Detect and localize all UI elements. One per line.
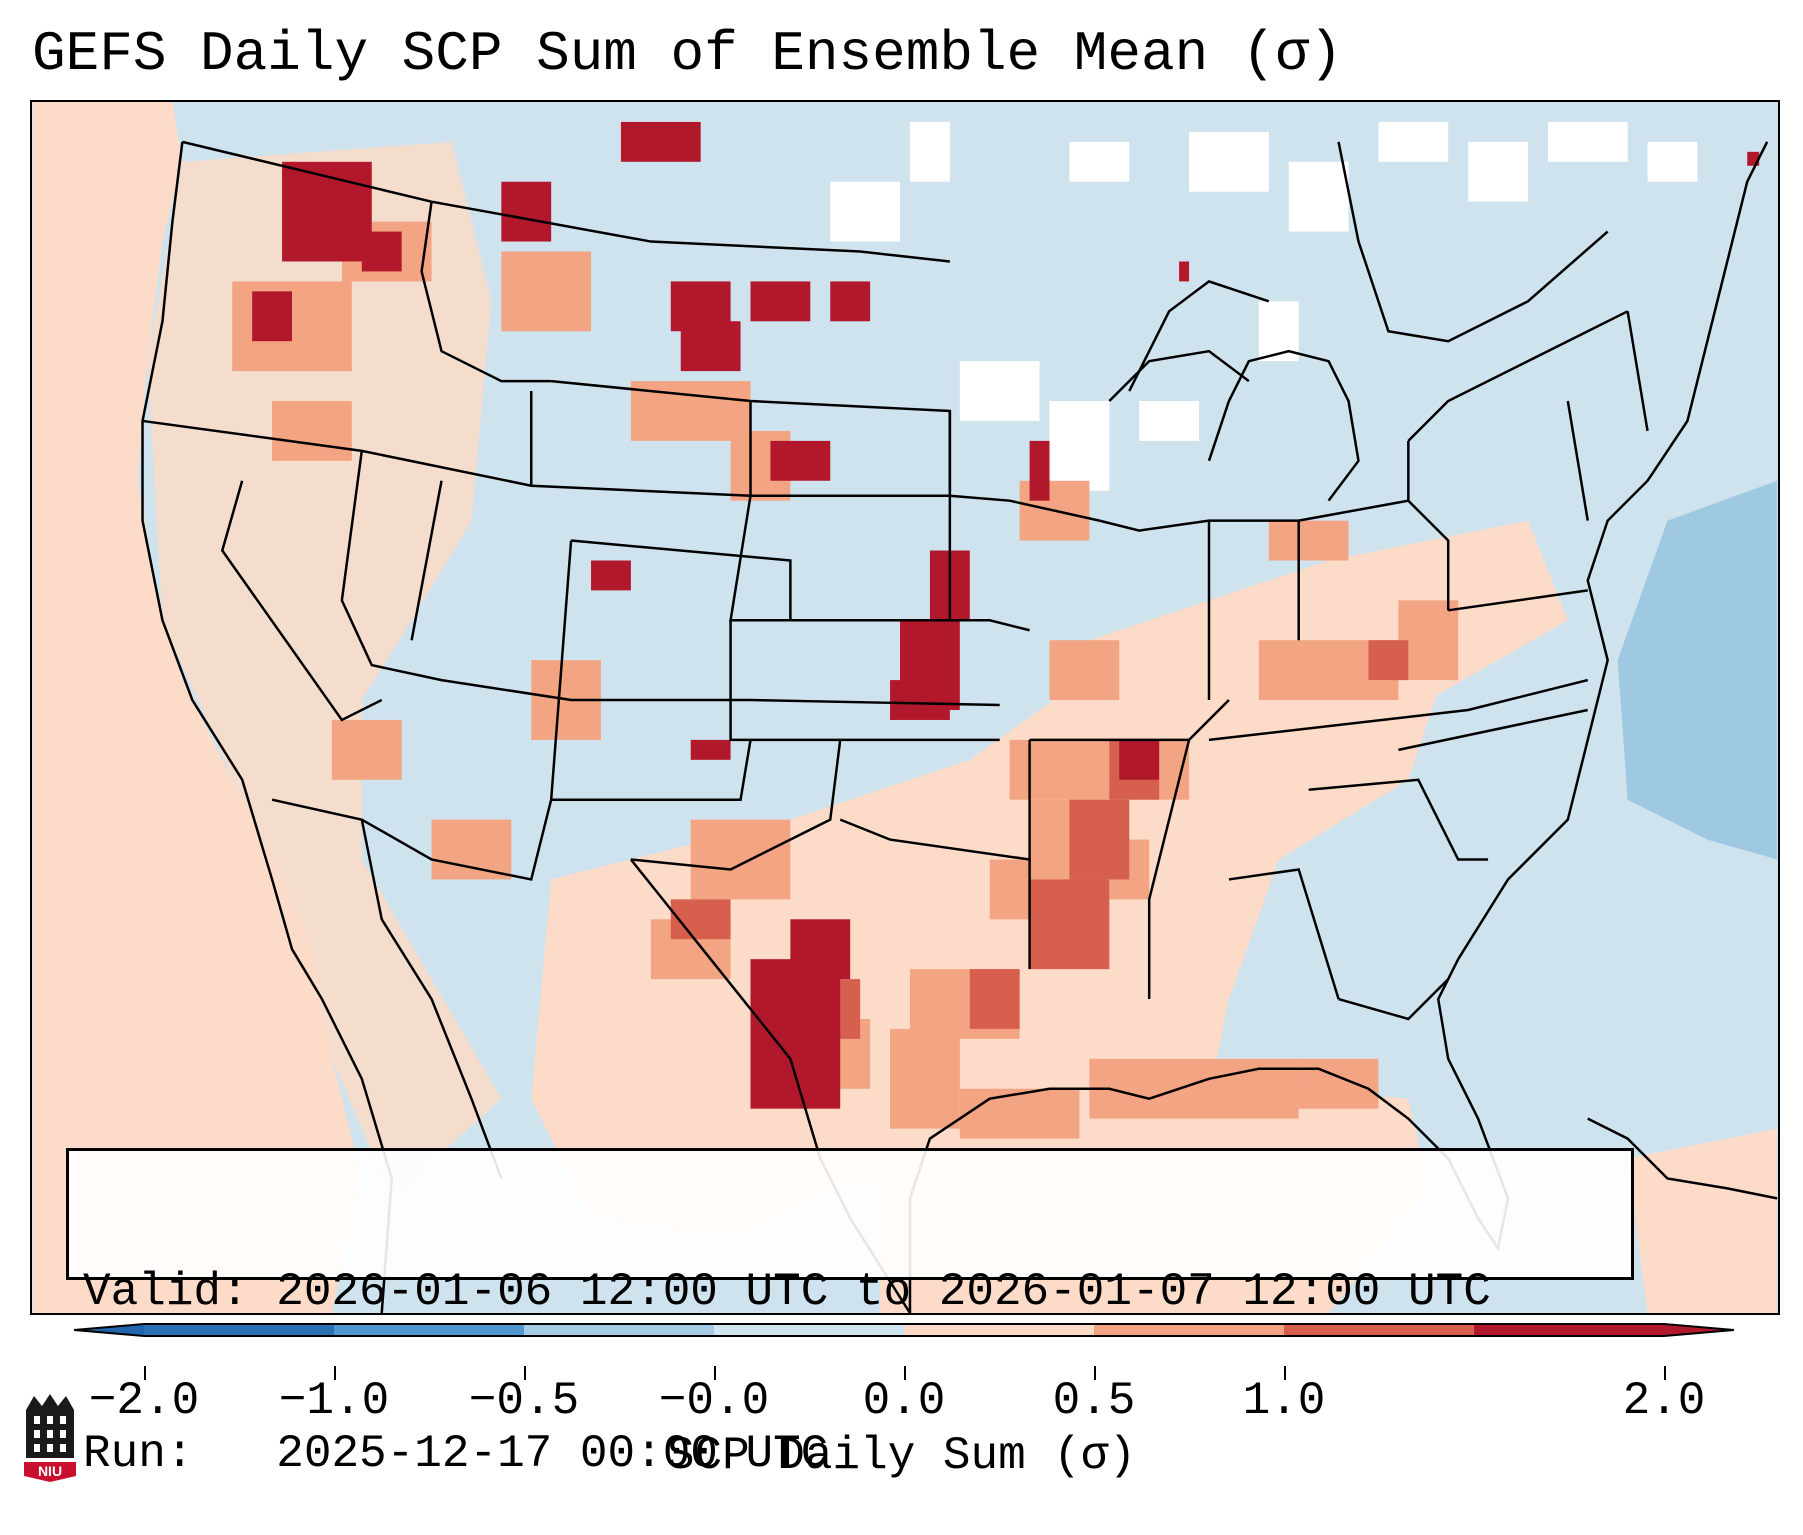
west-positive-region (147, 141, 502, 1199)
colorbar-segment (334, 1324, 525, 1336)
colorbar-segment (144, 1324, 335, 1336)
colorbar-outline (74, 1323, 1734, 1337)
colorbar-segment (904, 1324, 1095, 1336)
colorbar-tick (144, 1366, 146, 1380)
colorbar-over-arrow (1664, 1324, 1734, 1336)
colorbar (74, 1323, 1734, 1337)
colorbar-tick (1094, 1366, 1096, 1380)
run-time-text: Run: 2025-12-17 00:00 UTC (83, 1428, 829, 1480)
colorbar-tick (1664, 1366, 1666, 1380)
colorbar-segment (1474, 1324, 1665, 1336)
colorbar-tick-label: 0.5 (1052, 1375, 1136, 1427)
valid-run-info-box: Valid: 2026-01-06 12:00 UTC to 2026-01-0… (66, 1148, 1634, 1480)
colorbar-under-arrow (74, 1324, 144, 1336)
logo-label: NIU (38, 1463, 62, 1479)
chart-title: GEFS Daily SCP Sum of Ensemble Mean (σ) (32, 22, 1343, 86)
max-positive-cells (252, 121, 1760, 1109)
map-panel (30, 100, 1780, 1315)
colorbar-segments (74, 1323, 1734, 1337)
valid-time-text: Valid: 2026-01-06 12:00 UTC to 2026-01-0… (83, 1266, 1491, 1318)
colorbar-tick-label: −0.0 (658, 1375, 770, 1427)
colorbar-tick-label: 1.0 (1242, 1375, 1326, 1427)
state-boundaries (142, 140, 1649, 1021)
colorbar-tick-label: −2.0 (88, 1375, 200, 1427)
colorbar-tick (1284, 1366, 1286, 1380)
colorbar-segment (1094, 1324, 1285, 1336)
colorbar-title: SCP Daily Sum (σ) (666, 1430, 1137, 1482)
colorbar-segment (524, 1324, 715, 1336)
colorbar-tick-label: −0.5 (468, 1375, 580, 1427)
scp-map (32, 102, 1778, 1313)
atlantic-negative-region (1617, 480, 1778, 860)
colorbar-tick (524, 1366, 526, 1380)
colorbar-tick (904, 1366, 906, 1380)
pacific-positive-region (32, 102, 362, 1313)
colorbar-tick (334, 1366, 336, 1380)
colorbar-tick (714, 1366, 716, 1380)
colorbar-tick-label: −1.0 (278, 1375, 390, 1427)
colorbar-segment (714, 1324, 905, 1336)
coastlines (141, 141, 1778, 1313)
colorbar-tick-label: 0.0 (862, 1375, 946, 1427)
university-shield-icon: NIU (24, 1394, 76, 1482)
colorbar-tick-label: 2.0 (1622, 1375, 1706, 1427)
no-data-patches (830, 121, 1698, 491)
colorbar-segment (1284, 1324, 1475, 1336)
